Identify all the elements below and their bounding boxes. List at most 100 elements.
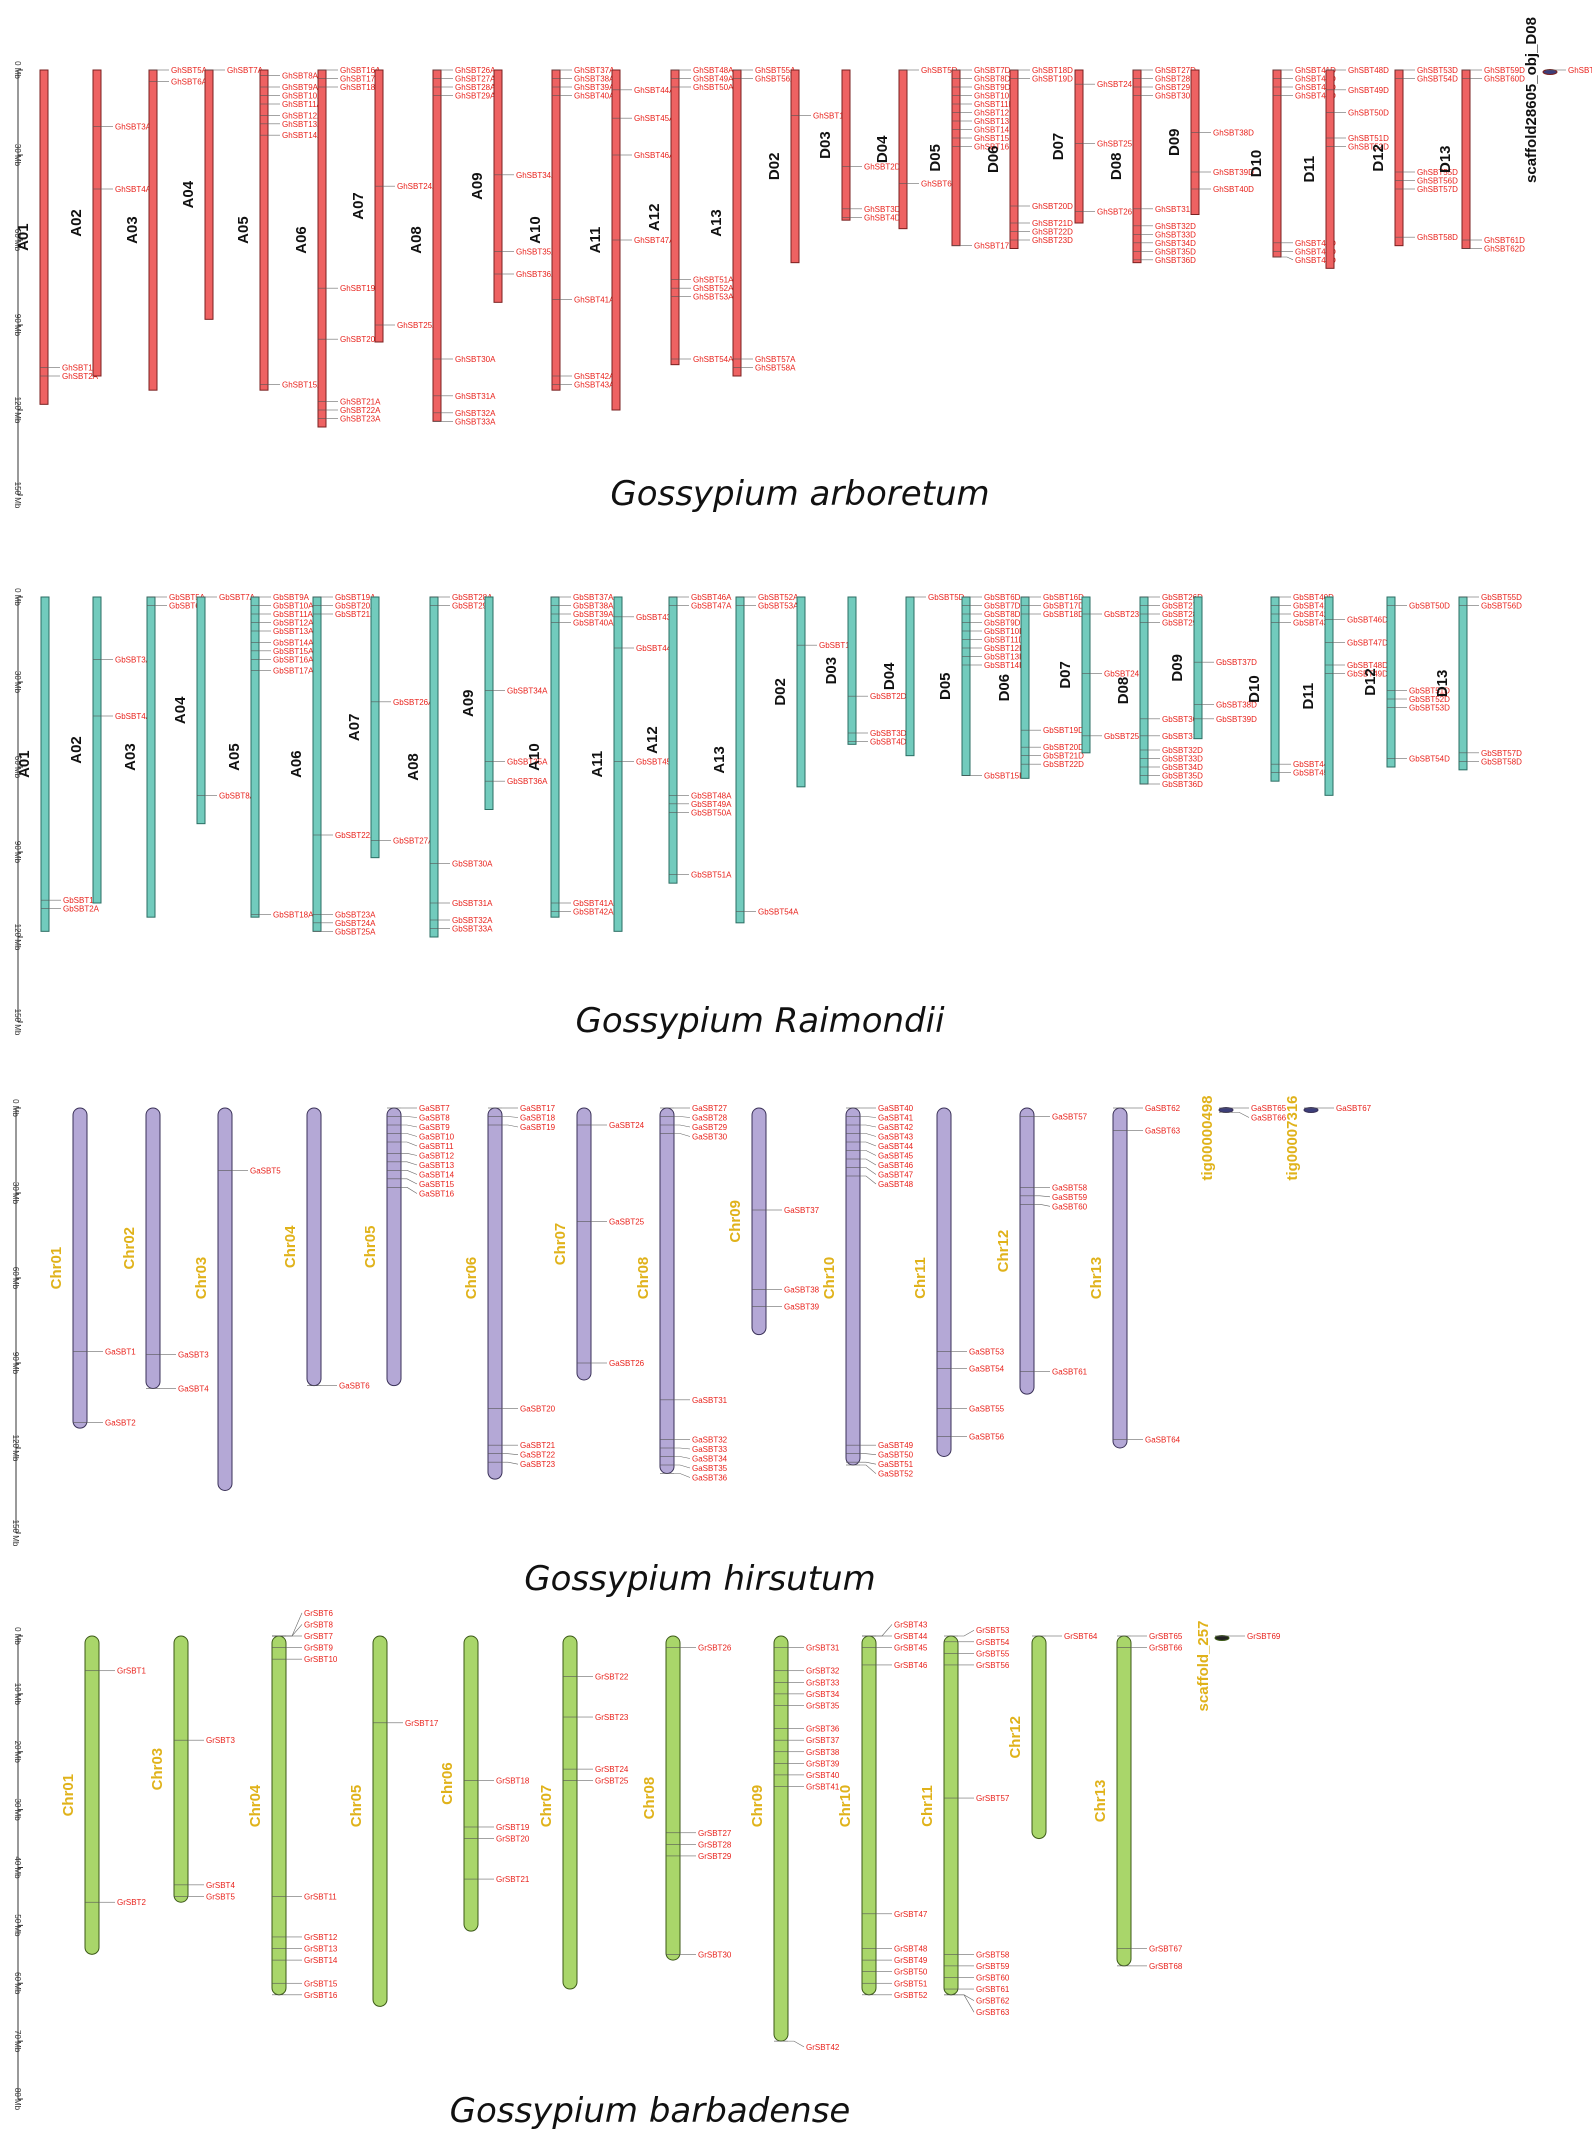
chromosome-bar — [1081, 596, 1091, 754]
gene-leader-line — [788, 2040, 805, 2048]
gene-label: GhSBT2D — [864, 162, 901, 171]
gene-label: GhSBT54D — [1417, 75, 1458, 84]
chromosome-Chr03: Chr03 GaSBT5 — [193, 1107, 281, 1491]
gene-label: GbSBT26D — [1162, 593, 1203, 602]
chromosome-D06: D06GhSBT18DGhSBT19DGhSBT20DGhSBT21DGhSBT… — [985, 66, 1073, 249]
gene-label: GhSBT50D — [1348, 109, 1389, 118]
gene-label: GaSBT19 — [520, 1123, 556, 1132]
chromosome-Chr04: Chr04 GrSBT6 GrSBT8 GrSBT7 GrSBT9 GrSBT10 GrSB… — [247, 1609, 338, 2000]
chromosome-bar — [1325, 69, 1335, 269]
gene-label: GbSBT36D — [1162, 780, 1203, 789]
gene-label: GhSBT21D — [1032, 219, 1073, 228]
gene-leader-line — [401, 1141, 418, 1147]
chromosome-bar — [1303, 1107, 1319, 1113]
chromosome-bar — [312, 596, 322, 932]
gene-label: GbSBT33A — [452, 925, 493, 934]
gene-label: GhSBT3D — [864, 205, 901, 214]
gene-label: GrSBT63 — [976, 2008, 1010, 2017]
chromosome-label: Chr01 — [48, 1247, 65, 1290]
chromosome-bar — [1190, 69, 1200, 215]
gene-label: GhSBT5A — [171, 66, 208, 75]
gene-label: GhSBT11A — [282, 100, 323, 109]
chromosome-scaffold28605_obj_D08: scaffold28605_obj_D08 GhSBT37D — [1523, 17, 1592, 183]
gene-label: GbSBT47A — [691, 602, 732, 611]
chromosome-D02: D02 GhSBT1D — [766, 69, 850, 264]
gene-label: GaSBT8 — [419, 1114, 450, 1123]
gene-label: GhSBT24A — [397, 182, 438, 191]
gene-label: GhSBT57D — [1417, 185, 1458, 194]
gene-label: GhSBT19A — [340, 284, 381, 293]
gene-label: GhSBT56A — [755, 75, 796, 84]
gene-label: GbSBT4D — [870, 738, 907, 747]
gene-label: GbSBT11A — [273, 610, 314, 619]
gene-leader-line — [1034, 1204, 1051, 1207]
gene-label: GaSBT2 — [105, 1419, 136, 1428]
gene-label: GrSBT3 — [206, 1736, 235, 1745]
scale-tick-label: 90 Mb — [13, 841, 22, 864]
gene-label: GrSBT27 — [698, 1829, 732, 1838]
gene-label: GhSBT55A — [755, 66, 796, 75]
gene-label: GbSBT3D — [870, 729, 907, 738]
chromosome-bar — [659, 1107, 675, 1474]
chromosome-A09: A09 GhSBT34A GhSBT35A GhSBT36A — [469, 69, 557, 303]
gene-label: GhSBT59D — [1484, 66, 1525, 75]
gene-label: GrSBT22 — [595, 1673, 629, 1682]
species-title: Gossypium hirsutum — [524, 1559, 875, 1599]
chromosome-bar — [847, 596, 857, 745]
chromosome-label: D02 — [766, 153, 783, 181]
gene-label: GhSBT23D — [1032, 236, 1073, 245]
chromosome-bar — [1074, 69, 1084, 224]
gene-label: GrSBT31 — [806, 1644, 840, 1653]
chromosome-label: A01 — [16, 750, 33, 778]
gene-label: GrSBT59 — [976, 1962, 1010, 1971]
chromosome-bar — [1031, 1635, 1047, 1840]
chromosome-label: D10 — [1246, 675, 1263, 703]
gene-label: GhSBT45D — [1295, 239, 1336, 248]
gene-label: GaSBT59 — [1052, 1193, 1088, 1202]
chromosome-bar — [1270, 596, 1280, 782]
gene-leader-line — [502, 1453, 519, 1455]
gene-label: GrSBT5 — [206, 1892, 235, 1901]
gene-label: GaSBT38 — [784, 1285, 820, 1294]
chromosome-label: A11 — [587, 227, 604, 254]
chromosome-label: Chr11 — [912, 1257, 929, 1299]
gene-leader-line — [286, 1612, 303, 1637]
gene-label: GrSBT60 — [976, 1973, 1010, 1982]
chromosome-bar — [250, 596, 260, 918]
chromosome-bar — [1394, 69, 1404, 247]
gene-label: GhSBT1D — [813, 111, 850, 120]
gene-label: GaSBT24 — [609, 1121, 645, 1130]
chromosome-Chr11: Chr11 GaSBT53 GaSBT54 GaSBT55 GaSBT56 — [912, 1107, 1005, 1457]
gene-label: GbSBT42A — [573, 908, 614, 917]
gene-leader-line — [958, 1629, 975, 1637]
gene-label: GrSBT9 — [304, 1644, 333, 1653]
gene-label: GbSBT16A — [273, 655, 314, 664]
gene-leader-line — [674, 1473, 691, 1478]
chromosome-bar — [374, 69, 384, 343]
chromosome-bar — [487, 1107, 503, 1480]
gene-label: GrSBT66 — [1149, 1644, 1183, 1653]
gene-label: GrSBT48 — [894, 1945, 928, 1954]
gene-leader-line — [674, 1447, 691, 1450]
gene-label: GhSBT10D — [974, 92, 1015, 101]
gene-label: GaSBT18 — [520, 1114, 556, 1123]
chromosome-label: Chr08 — [641, 1777, 658, 1820]
gene-label: GaSBT45 — [878, 1152, 914, 1161]
gene-label: GbSBT41A — [573, 899, 614, 908]
gene-label: GhSBT13D — [974, 117, 1015, 126]
chromosome-bar — [751, 1107, 767, 1336]
gene-label: GhSBT55D — [1417, 168, 1458, 177]
gene-label: GaSBT43 — [878, 1133, 914, 1142]
gene-label: GhSBT39D — [1213, 168, 1254, 177]
gene-label: GaSBT14 — [419, 1171, 455, 1180]
